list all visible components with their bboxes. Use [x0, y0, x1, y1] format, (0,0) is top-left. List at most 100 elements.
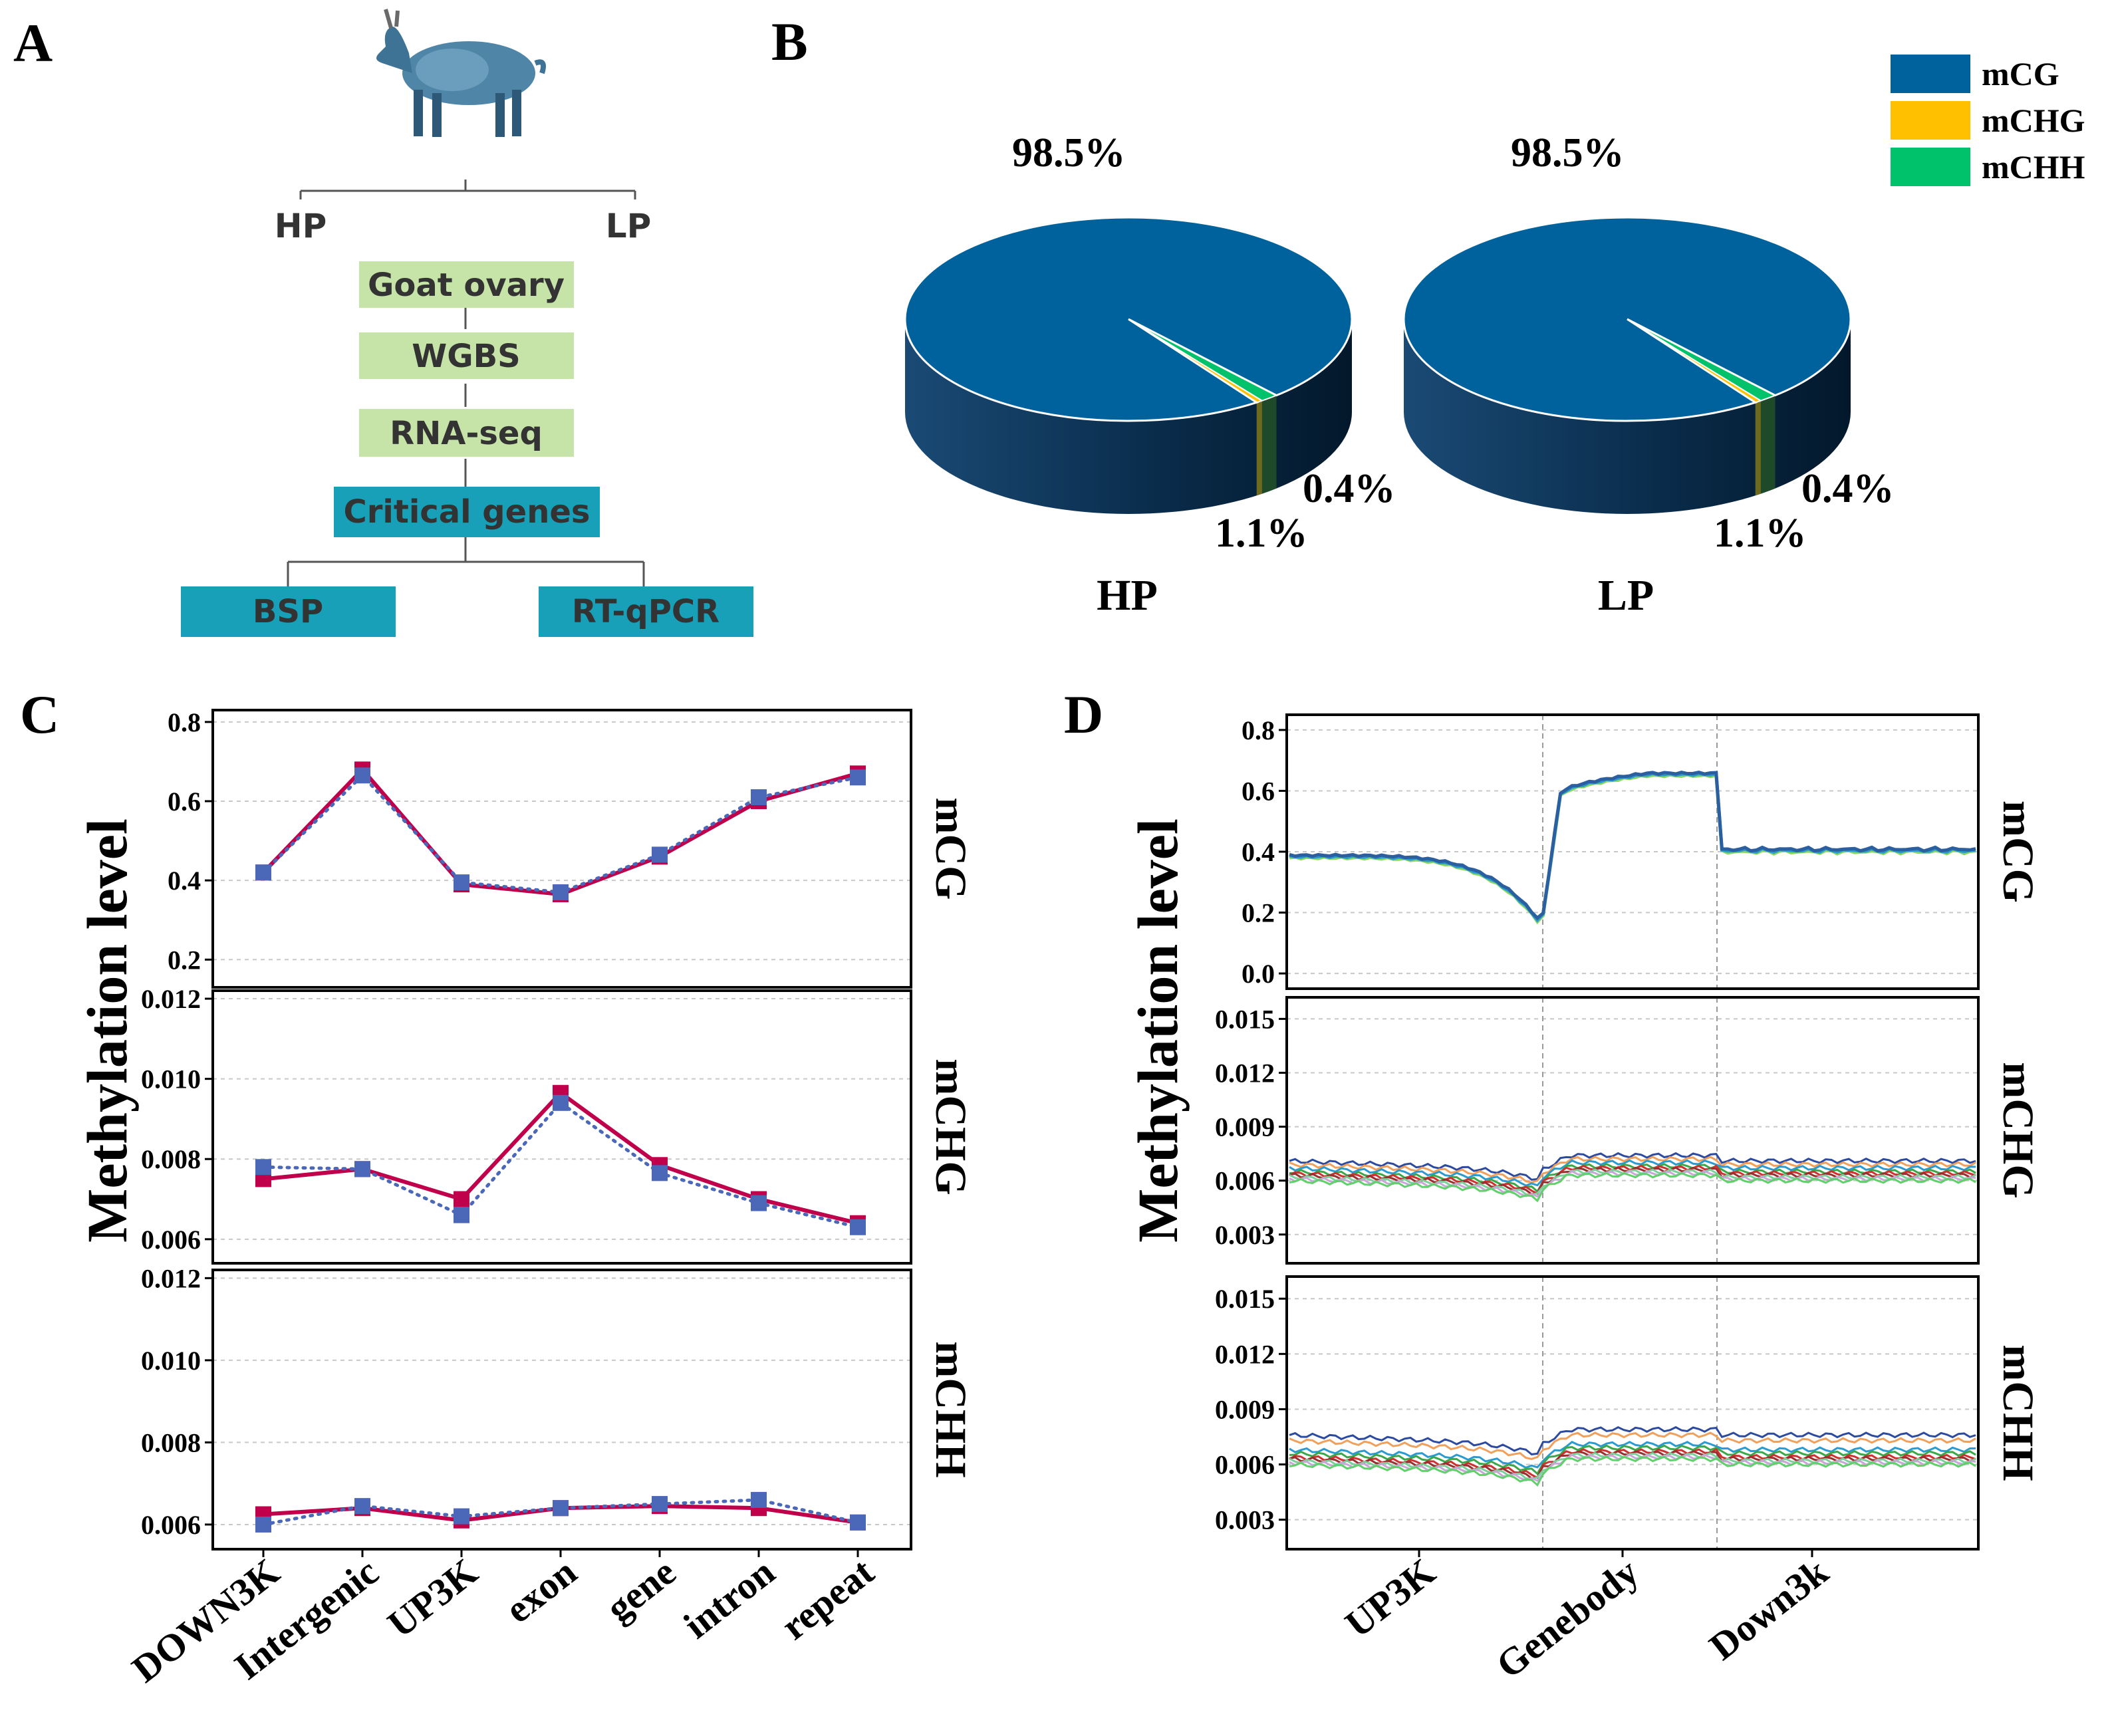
pie-name: LP: [1598, 571, 1654, 620]
y-tick-label: 0.010: [141, 1064, 201, 1094]
data-point-lp: [454, 1207, 469, 1223]
x-tick-label: Genebody: [1488, 1550, 1646, 1687]
data-point-lp: [354, 1161, 370, 1178]
context-line: [1289, 1156, 1976, 1184]
pie-name: HP: [1097, 571, 1158, 620]
pie-side-mchg: [1755, 400, 1761, 496]
chart-d: Methylation level 0.0 0.2 0.4 0.6 0.8 mCG 0.00…: [1126, 713, 2042, 1687]
x-tick-label: intron: [676, 1550, 783, 1647]
pie-legend: mCG mCHG mCHH: [1891, 55, 2085, 186]
pie-label-mcg-value: 98.5%: [1012, 130, 1126, 176]
chart-c: Methylation level 0.20.40.60.8mCG0.0060.…: [75, 707, 975, 1691]
facet-strip-label: mCG: [1994, 801, 2042, 903]
facet-frame: [1285, 713, 1980, 990]
pie-lp: 98.5% 0.4%1.1% LP: [1402, 130, 1895, 620]
series-line-lp: [261, 1100, 860, 1229]
data-point-lp: [751, 1195, 767, 1211]
flow-box-bsp: [181, 586, 396, 637]
pie-label-mcg-value: 98.5%: [1511, 130, 1625, 176]
facet-strip-label: mCHH: [1994, 1344, 2042, 1481]
y-tick-label: 0.012: [1215, 1339, 1275, 1369]
context-line: [1289, 1168, 1976, 1196]
data-point-lp: [454, 1508, 469, 1525]
context-line: [1289, 1455, 1976, 1487]
context-line: [1289, 1170, 1976, 1198]
pie-label-mchh-value: 1.1%: [1215, 511, 1308, 556]
y-tick-label: 0.010: [141, 1346, 201, 1376]
y-tick-label: 0.4: [168, 866, 201, 896]
facet-frame: [211, 709, 912, 989]
data-point-lp: [751, 789, 767, 806]
y-tick-label: 0.6: [1242, 776, 1275, 806]
x-tick-label: UP3K: [1337, 1550, 1443, 1646]
flow-text-bsp: BSP: [253, 593, 323, 630]
legend-label-mchg: mCHG: [1982, 102, 2085, 139]
data-point-lp: [850, 1219, 866, 1235]
chart-d-facet-mchg: 0.003 0.006 0.009 0.012 0.015 mCHG: [1215, 996, 2042, 1265]
x-tick-label: repeat: [773, 1550, 882, 1648]
y-tick-label: 0.015: [1215, 1284, 1275, 1314]
y-tick-label: 0.012: [141, 1263, 201, 1293]
legend-swatch-mchg: [1891, 101, 1970, 140]
context-line: [1289, 1431, 1976, 1460]
facet-strip-label: mCHG: [926, 1058, 975, 1195]
context-line: [1289, 1453, 1976, 1482]
legend-swatch-mcg: [1891, 55, 1970, 93]
legend-swatch-mchh: [1891, 148, 1970, 186]
pie-label-mchh-value: 1.1%: [1714, 511, 1807, 556]
pie-side: [905, 319, 1352, 514]
pie-label-mchg-value: 0.4%: [1801, 466, 1895, 511]
data-point-lp: [354, 1498, 370, 1515]
legend-label-mchh: mCHH: [1982, 148, 2085, 186]
panel-label-d: D: [1064, 684, 1103, 745]
data-point-lp: [255, 1516, 271, 1533]
y-tick-label: 0.006: [1215, 1450, 1275, 1480]
pie-side: [1404, 319, 1851, 514]
chart-d-facet-mchh: 0.003 0.006 0.009 0.012 0.015 mCHH: [1215, 1275, 2042, 1550]
data-point-lp: [255, 1159, 271, 1176]
facet-strip-label: mCHH: [926, 1341, 975, 1477]
flow-text-wgbs: WGBS: [412, 338, 521, 375]
context-line: [1289, 1444, 1976, 1475]
panel-label-c: C: [20, 684, 59, 745]
y-tick-label: 0.6: [168, 787, 201, 816]
flow-box-rt-qpcr: [539, 586, 753, 637]
series-line-hp: [261, 766, 860, 897]
chart-c-facet-mchh: 0.006 0.008 0.010 0.012 mCHH: [141, 1263, 975, 1550]
facet-strip-label: mCG: [926, 798, 975, 900]
legend-label-mcg: mCG: [1982, 55, 2059, 92]
flow-text-critical-genes: Critical genes: [344, 493, 591, 531]
y-tick-label: 0.008: [141, 1427, 201, 1457]
facet-frame: [1285, 996, 1980, 1265]
pie-panel: mCG mCHG mCHH 98.5%0.4%1.1%HP98.5%0.4%1.…: [904, 55, 2085, 620]
flow-box-goat-ovary: [359, 261, 574, 308]
x-tick-label: gene: [598, 1550, 684, 1630]
y-tick-label: 0.012: [141, 984, 201, 1014]
data-point-lp: [652, 1496, 668, 1513]
flow-text-rt-qpcr: RT-qPCR: [572, 593, 720, 630]
x-tick-label: exon: [497, 1550, 585, 1632]
context-line: [1289, 1451, 1976, 1480]
pie-side-mchh: [1760, 395, 1775, 494]
flow-text-rna-seq: RNA-seq: [390, 415, 543, 452]
data-point-lp: [652, 846, 668, 863]
series-line-lp: [261, 773, 860, 894]
goat-icon: [376, 9, 546, 137]
flow-label-lp: LP: [606, 207, 652, 245]
data-point-lp: [850, 769, 866, 786]
pie-slice-mcg: [904, 216, 1353, 422]
chart-c-facet-mcg: 0.2 0.4 0.6 0.8 mCG: [168, 707, 975, 989]
pie-side-mchh: [1261, 395, 1277, 494]
x-tick-label: Down3k: [1701, 1550, 1836, 1669]
panel-label-b: B: [771, 11, 808, 72]
chart-c-ylabel: Methylation level: [75, 818, 139, 1243]
chart-c-facet-mchg: 0.006 0.008 0.010 0.012 mCHG: [141, 984, 975, 1265]
pie-slice-mcg: [1402, 216, 1852, 422]
y-tick-label: 0.003: [1215, 1220, 1275, 1250]
y-tick-label: 0.015: [1215, 1004, 1275, 1034]
data-point-lp: [354, 767, 370, 784]
y-tick-label: 0.009: [1215, 1394, 1275, 1424]
data-point-lp: [553, 884, 569, 901]
y-tick-label: 0.4: [1242, 837, 1275, 867]
